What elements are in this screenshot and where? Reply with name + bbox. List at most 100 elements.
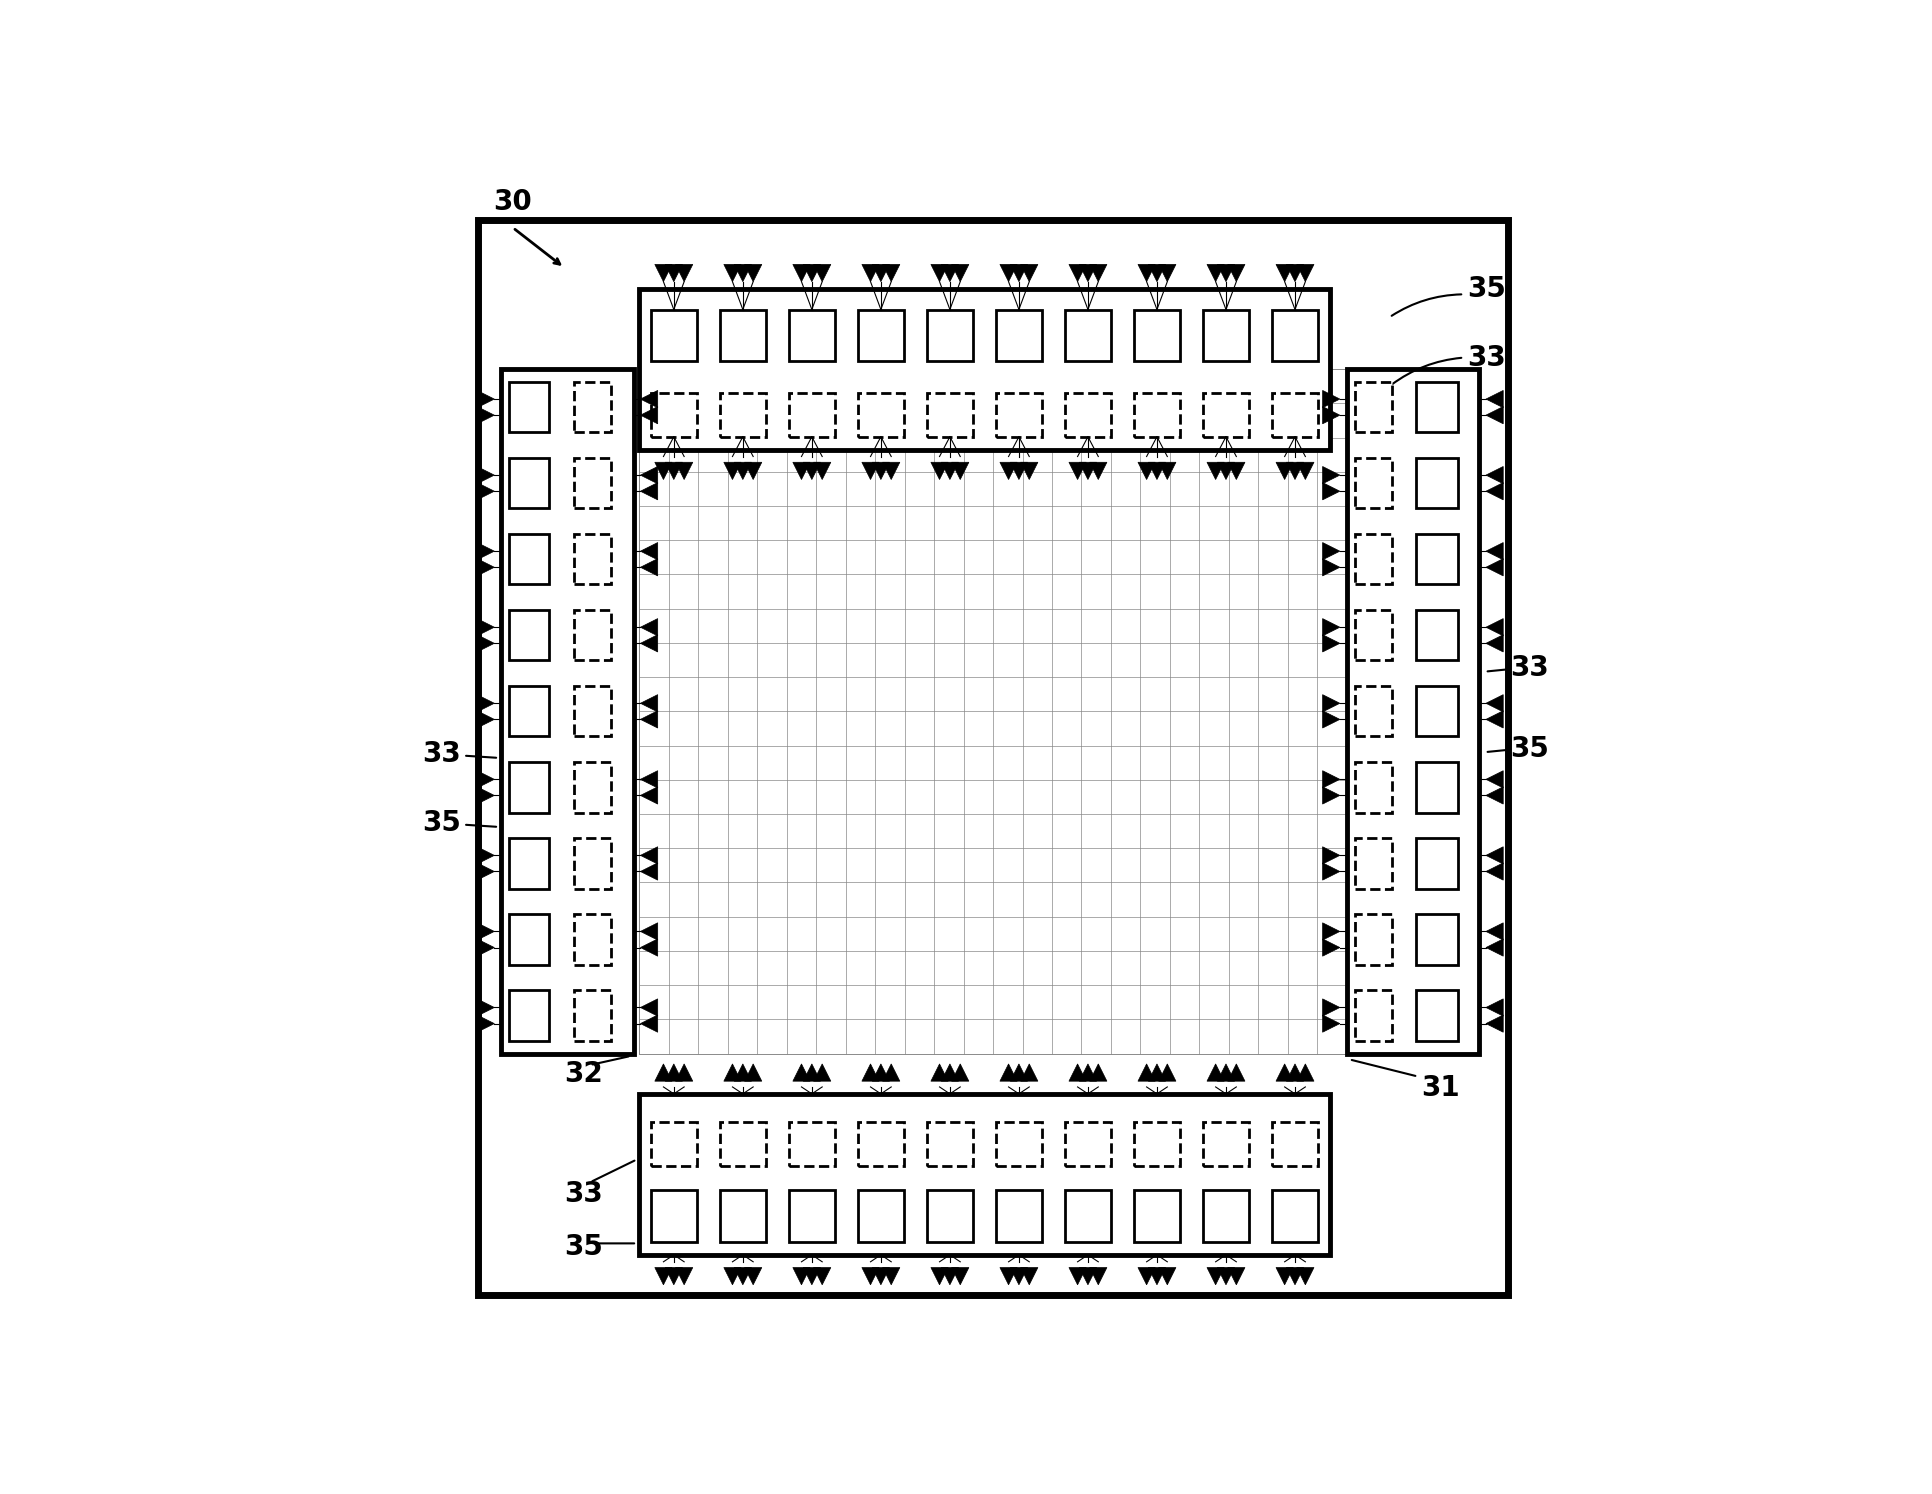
Polygon shape [871,1064,889,1082]
Polygon shape [1217,1267,1235,1285]
Polygon shape [639,1014,657,1032]
Polygon shape [1080,462,1097,480]
Polygon shape [1486,847,1503,864]
Bar [1065,309,1111,362]
Polygon shape [813,1064,831,1082]
Polygon shape [952,1267,968,1285]
Polygon shape [639,938,657,956]
Bar [1354,610,1391,660]
Polygon shape [1148,1064,1165,1082]
Polygon shape [1208,1064,1225,1082]
Polygon shape [804,1267,821,1285]
Bar [1354,914,1391,965]
Polygon shape [1090,1267,1107,1285]
Polygon shape [639,635,657,651]
Bar [1416,762,1459,813]
Polygon shape [792,1267,810,1285]
Bar [1134,1191,1180,1242]
Polygon shape [639,390,657,408]
Polygon shape [1275,1064,1293,1082]
Polygon shape [665,1064,682,1082]
Bar [651,1122,697,1167]
Polygon shape [1486,466,1503,484]
Polygon shape [1323,938,1341,956]
Polygon shape [1486,711,1503,728]
Polygon shape [813,264,831,282]
Polygon shape [883,1064,900,1082]
Polygon shape [639,711,657,728]
Polygon shape [734,1064,752,1082]
Bar [574,838,611,889]
Polygon shape [477,559,495,575]
Polygon shape [665,1267,682,1285]
Polygon shape [1148,462,1165,480]
Bar [1134,393,1180,436]
Polygon shape [1138,1064,1155,1082]
Polygon shape [1323,559,1341,575]
Polygon shape [724,462,742,480]
Polygon shape [1323,711,1341,728]
Polygon shape [1323,787,1341,804]
Text: 35: 35 [564,1233,603,1261]
Bar [651,309,697,362]
Polygon shape [477,466,495,484]
Polygon shape [744,1267,761,1285]
Polygon shape [744,264,761,282]
Bar [1134,1122,1180,1167]
Polygon shape [1068,1064,1086,1082]
Polygon shape [1486,938,1503,956]
Polygon shape [1287,462,1304,480]
Bar [788,1191,835,1242]
Polygon shape [862,264,879,282]
Polygon shape [477,1014,495,1032]
Bar [858,1122,904,1167]
Bar [651,1191,697,1242]
Text: 33: 33 [564,1180,603,1209]
Polygon shape [655,1064,672,1082]
Polygon shape [1001,462,1016,480]
Bar [1271,1191,1318,1242]
Polygon shape [477,923,495,940]
Bar [1271,393,1318,436]
Text: 33: 33 [423,741,462,768]
Polygon shape [1486,771,1503,787]
Polygon shape [1323,999,1341,1016]
Polygon shape [639,771,657,787]
Polygon shape [477,787,495,804]
Polygon shape [1323,847,1341,864]
Polygon shape [676,1267,694,1285]
Polygon shape [1323,483,1341,500]
Bar [1416,838,1459,889]
Polygon shape [1323,390,1341,408]
Polygon shape [1275,1267,1293,1285]
Polygon shape [1227,264,1244,282]
Polygon shape [792,462,810,480]
Polygon shape [1068,462,1086,480]
Polygon shape [1486,483,1503,500]
Bar [1065,1122,1111,1167]
Text: 31: 31 [1422,1074,1461,1103]
Bar [1354,762,1391,813]
Bar [927,393,974,436]
Bar [574,762,611,813]
Text: 33: 33 [1511,654,1549,683]
Bar [510,382,549,432]
Polygon shape [931,1064,949,1082]
Bar [574,686,611,737]
Text: 30: 30 [493,188,531,217]
Bar [995,1191,1041,1242]
Polygon shape [813,1267,831,1285]
Polygon shape [477,771,495,787]
Polygon shape [804,264,821,282]
Bar [927,1191,974,1242]
Polygon shape [639,695,657,713]
Polygon shape [931,462,949,480]
Polygon shape [1020,264,1037,282]
Bar [639,1094,1329,1255]
Bar [510,459,549,508]
Polygon shape [1080,264,1097,282]
Polygon shape [1159,462,1177,480]
Polygon shape [1080,1064,1097,1082]
Bar [1354,382,1391,432]
Bar [788,393,835,436]
